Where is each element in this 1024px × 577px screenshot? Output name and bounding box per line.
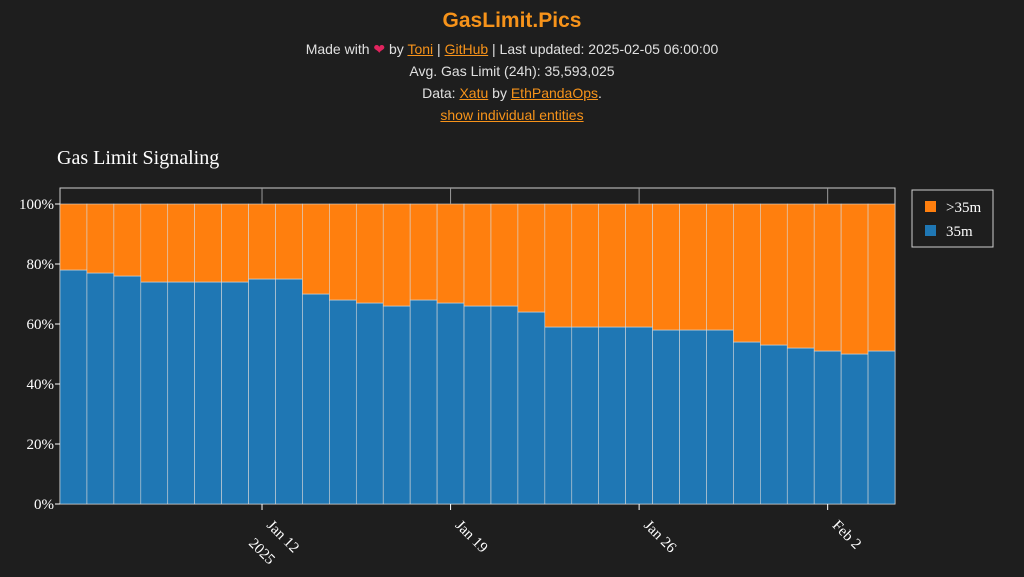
chart-title: Gas Limit Signaling: [57, 147, 220, 169]
bar-gt35m: [733, 203, 761, 343]
bar-gt35m: [679, 203, 707, 331]
bar-35m: [355, 302, 384, 505]
author-link[interactable]: Toni: [407, 41, 434, 57]
last-updated-text: | Last updated: 2025-02-05 06:00:00: [492, 41, 719, 57]
bar-gt35m: [598, 203, 626, 328]
bar-35m: [571, 326, 600, 505]
bar-35m: [813, 350, 842, 505]
y-tick-label: 0%: [34, 497, 54, 513]
bar-gt35m: [840, 203, 869, 355]
bar-gt35m: [302, 203, 330, 295]
bar-gt35m: [167, 203, 195, 283]
bar-35m: [140, 281, 169, 505]
bar-35m: [760, 344, 788, 505]
y-tick-label: 60%: [27, 317, 55, 333]
bar-gt35m: [140, 203, 169, 283]
bar-gt35m: [86, 203, 115, 274]
bar-35m: [409, 299, 438, 505]
toggle-line: show individual entities: [0, 107, 1024, 123]
bar-35m: [86, 272, 115, 505]
bar-gt35m: [329, 203, 357, 301]
bar-35m: [625, 326, 653, 505]
separator: |: [437, 41, 441, 57]
bar-35m: [517, 311, 546, 505]
bar-gt35m: [544, 203, 573, 328]
show-individual-entities-link[interactable]: show individual entities: [440, 107, 584, 123]
bar-gt35m: [517, 203, 546, 313]
legend-label: >35m: [946, 200, 981, 216]
x-tick-label: Jan 19: [452, 518, 491, 557]
bar-35m: [867, 350, 896, 505]
github-link[interactable]: GitHub: [444, 41, 489, 57]
bar-35m: [706, 329, 734, 505]
bar-35m: [733, 341, 761, 505]
legend-box: [911, 189, 994, 248]
bar-35m: [598, 326, 626, 505]
bar-35m: [679, 329, 707, 505]
bar-gt35m: [221, 203, 249, 283]
bar-gt35m: [813, 203, 842, 352]
x-tick-sublabel: 2025: [245, 536, 278, 569]
bar-gt35m: [248, 203, 276, 280]
bar-gt35m: [490, 203, 519, 307]
y-tick-label: 20%: [27, 437, 55, 453]
legend-swatch: [925, 225, 936, 236]
ethpandaops-link[interactable]: EthPandaOps: [510, 85, 599, 101]
bar-gt35m: [436, 203, 465, 304]
x-tick-label: Jan 26: [640, 518, 679, 557]
bar-gt35m: [571, 203, 600, 328]
bar-35m: [463, 305, 492, 505]
by-text: by: [389, 41, 404, 57]
bar-35m: [248, 278, 276, 505]
bar-gt35m: [382, 203, 411, 307]
bar-gt35m: [625, 203, 653, 328]
bar-gt35m: [786, 203, 815, 349]
y-tick-label: 100%: [19, 197, 54, 213]
bar-35m: [840, 353, 869, 505]
bar-35m: [59, 269, 88, 505]
bar-gt35m: [652, 203, 680, 331]
made-with-text: Made with: [305, 41, 370, 57]
bar-gt35m: [194, 203, 222, 283]
bar-gt35m: [409, 203, 438, 301]
bar-gt35m: [113, 203, 142, 277]
bar-35m: [221, 281, 249, 505]
bar-35m: [302, 293, 330, 505]
y-tick-label: 80%: [27, 257, 55, 273]
data-by-text: by: [492, 85, 507, 101]
bar-35m: [652, 329, 680, 505]
data-source-line: Data: Xatu by EthPandaOps.: [0, 85, 1024, 101]
bar-gt35m: [760, 203, 788, 346]
bar-35m: [544, 326, 573, 505]
bar-gt35m: [867, 203, 896, 352]
bar-gt35m: [275, 203, 303, 280]
bar-35m: [786, 347, 815, 505]
bar-35m: [436, 302, 465, 505]
bar-gt35m: [355, 203, 384, 304]
bar-gt35m: [463, 203, 492, 307]
x-tick-label: Feb 2: [829, 518, 864, 553]
y-tick-label: 40%: [27, 377, 55, 393]
data-suffix: .: [598, 85, 602, 101]
data-prefix: Data:: [422, 85, 456, 101]
bar-35m: [329, 299, 357, 505]
heart-icon: ❤: [373, 41, 386, 57]
bar-35m: [113, 275, 142, 505]
credits-line: Made with ❤ by Toni | GitHub | Last upda…: [0, 41, 1024, 58]
xatu-link[interactable]: Xatu: [459, 85, 489, 101]
bar-35m: [167, 281, 195, 505]
bar-gt35m: [706, 203, 734, 331]
bar-35m: [275, 278, 303, 505]
bar-35m: [382, 305, 411, 505]
avg-gas-limit: Avg. Gas Limit (24h): 35,593,025: [409, 63, 615, 79]
legend-label: 35m: [946, 224, 973, 240]
bar-gt35m: [59, 203, 88, 271]
bar-35m: [490, 305, 519, 505]
legend-swatch: [925, 201, 936, 212]
bar-35m: [194, 281, 222, 505]
site-title: GasLimit.Pics: [442, 9, 582, 32]
